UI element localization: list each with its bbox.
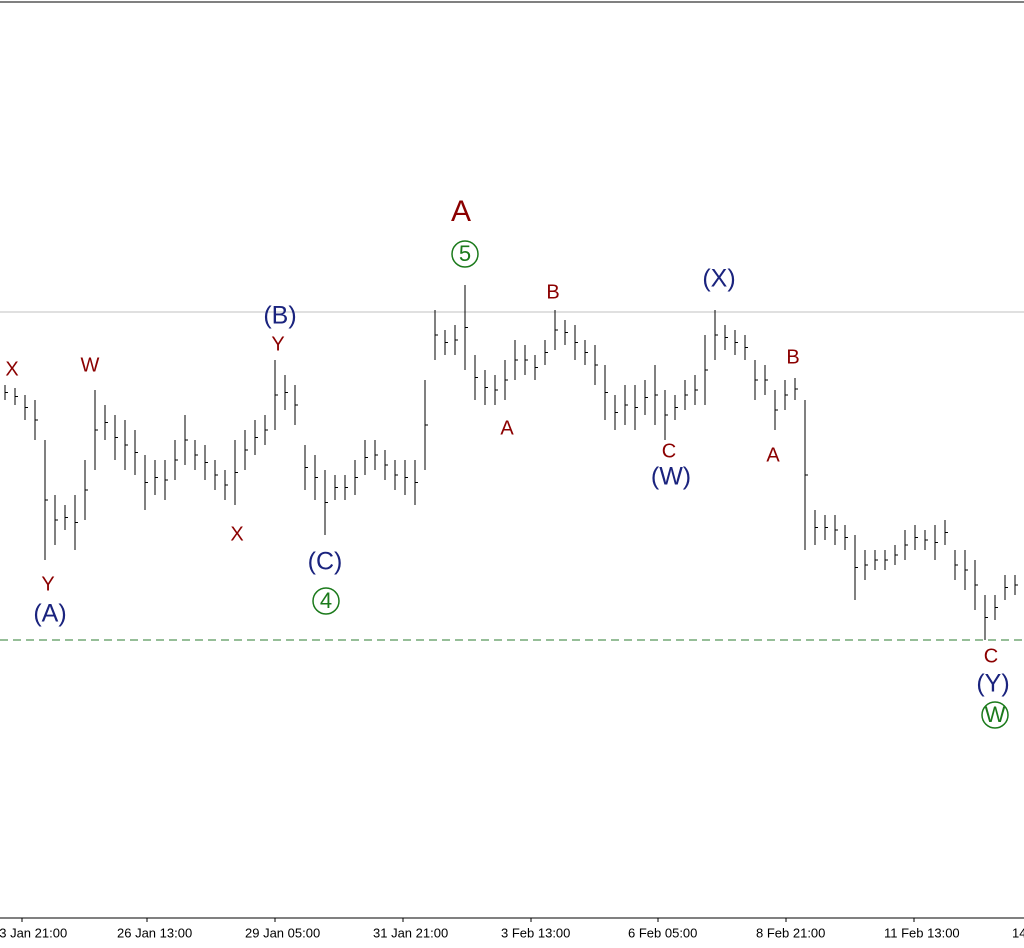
x-tick-label: 3 Feb 13:00 bbox=[501, 925, 570, 940]
wave-label: A bbox=[766, 444, 780, 466]
wave-label: Y bbox=[41, 573, 54, 595]
wave-label: A bbox=[451, 195, 471, 228]
x-tick-label: 11 Feb 13:00 bbox=[884, 925, 960, 940]
wave-label: X bbox=[230, 523, 243, 545]
wave-label: 5 bbox=[459, 241, 471, 266]
wave-label: C bbox=[984, 645, 998, 667]
wave-circle bbox=[312, 587, 340, 615]
annotations: X W Y (A) (B) Y X (C) 4 A 5 B A C (W) (X… bbox=[5, 195, 1010, 729]
wave-label: X bbox=[5, 358, 18, 380]
x-tick-label: 8 Feb 21:00 bbox=[756, 925, 825, 940]
wave-label: B bbox=[546, 281, 559, 303]
wave-label: C bbox=[662, 440, 676, 462]
wave-label: (C) bbox=[308, 548, 343, 576]
wave-label: (Y) bbox=[976, 670, 1009, 698]
x-tick-label: 23 Jan 21:00 bbox=[0, 925, 67, 940]
wave-label: (B) bbox=[263, 302, 296, 330]
wave-circle bbox=[981, 701, 1009, 729]
wave-label: 4 bbox=[320, 588, 332, 613]
wave-label: W bbox=[81, 354, 100, 376]
wave-label: (X) bbox=[702, 265, 735, 293]
wave-label: A bbox=[500, 417, 514, 439]
x-tick-label: 6 Feb 05:00 bbox=[628, 925, 697, 940]
wave-label: W bbox=[985, 702, 1006, 727]
x-tick-label: 31 Jan 21:00 bbox=[373, 925, 448, 940]
x-tick-label: 26 Jan 13:00 bbox=[117, 925, 192, 940]
wave-label: (W) bbox=[651, 463, 691, 491]
wave-label: (A) bbox=[33, 600, 66, 628]
wave-label: Y bbox=[271, 333, 284, 355]
x-tick-label: 14 Feb 05:00 bbox=[1012, 925, 1024, 940]
wave-circle bbox=[451, 240, 479, 268]
wave-label: B bbox=[786, 346, 799, 368]
x-tick-label: 29 Jan 05:00 bbox=[245, 925, 320, 940]
